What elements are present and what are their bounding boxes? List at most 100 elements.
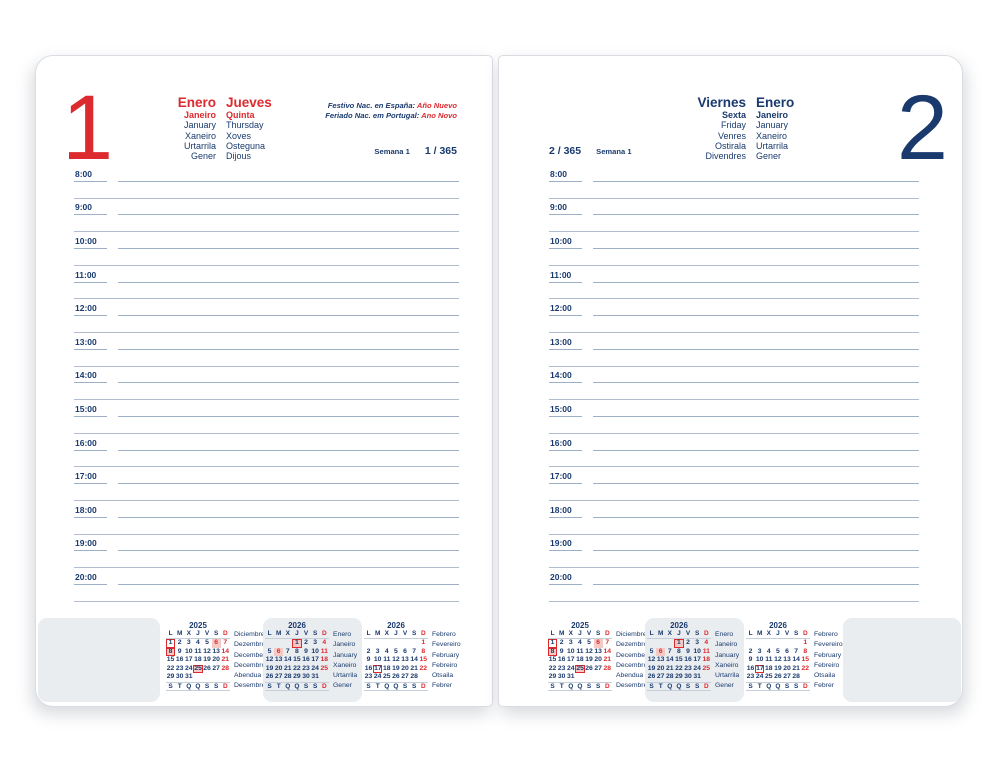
hour-block: 15:00 (549, 400, 919, 434)
month-name-list: Diciembre Dezembro December Decembro Abendua… (616, 621, 647, 702)
calendar-day: 8 (803, 647, 808, 655)
month-name: Fevereiro (814, 641, 843, 649)
calendar-day: 6 (785, 647, 789, 655)
month-name: Otsaila (432, 672, 454, 680)
name-row: Osteguna (226, 140, 266, 151)
hour-block: 11:00 (74, 266, 459, 300)
weekday-letter: M (558, 630, 565, 637)
calendar-day: 17 (185, 656, 193, 664)
weekday-letter-pt: S (168, 682, 173, 690)
name-row: Janeiro (183, 110, 216, 120)
notes-panel (843, 618, 961, 702)
calendar-year: 2025 (571, 621, 589, 630)
calendar-day: 21 (666, 664, 674, 672)
hour-label: 15:00 (74, 404, 107, 417)
calendar-day: 11 (383, 656, 391, 664)
calendar-day: 19 (265, 664, 274, 672)
hour-block: 14:00 (74, 367, 459, 401)
weekday-letter: X (384, 630, 389, 637)
weekday-letter-pt: S (402, 682, 408, 690)
weekday-letter: L (649, 630, 654, 637)
name-row: January (756, 120, 789, 131)
calendar-day: 26 (203, 664, 211, 672)
calendar-day: 25 (193, 664, 203, 674)
weekday-letter: S (596, 630, 601, 637)
weekday-letter-pt: S (586, 682, 592, 690)
calendar-day: 31 (567, 673, 575, 681)
half-hour-line (549, 484, 919, 501)
weekday-letter: S (794, 630, 799, 637)
calendar-day: 19 (647, 664, 656, 672)
weekday-letter: L (168, 630, 173, 637)
half-hour-line (74, 518, 459, 535)
weekday-letter-pt: T (276, 682, 281, 690)
calendar-day (212, 673, 221, 682)
calendar-day: 21 (221, 656, 230, 664)
hour-label: 17:00 (74, 471, 107, 485)
calendar-day: 19 (585, 656, 593, 664)
calendar-day: 10 (755, 656, 764, 664)
weekday-letter: X (186, 630, 191, 637)
month-name-list: Diciembre Dezembro December Decembro Abendua… (234, 621, 265, 702)
weekday-letter-pt: S (649, 682, 654, 690)
calendar-day (274, 639, 283, 648)
calendar-day: 6 (403, 647, 407, 655)
calendar-day: 17 (311, 656, 319, 664)
month-name: Desembre (234, 682, 266, 690)
weekday-letter: X (568, 630, 573, 637)
month-name: December (234, 651, 266, 659)
calendar-day: 9 (304, 647, 308, 655)
writing-line (593, 516, 919, 518)
calendar-day: 11 (702, 647, 710, 655)
name-row: Venres (717, 130, 746, 141)
calendar-day: 27 (212, 664, 220, 672)
calendar-day (783, 639, 792, 648)
month-name: Xaneiro (333, 661, 357, 669)
writing-line (118, 348, 459, 350)
calendar-year: 2026 (670, 621, 688, 630)
holiday-notes: Festivo Nac. en España: Año Nuevo Feriad… (325, 101, 457, 121)
calendar-day: 30 (684, 673, 692, 681)
calendar-day: 20 (656, 664, 665, 672)
weekday-letter: V (402, 630, 408, 637)
calendar-day: 22 (548, 664, 557, 672)
calendar-day: 31 (185, 673, 193, 681)
name-row: Janeiro (756, 110, 789, 120)
weekday-letter: D (420, 630, 426, 637)
calendar-day: 22 (419, 664, 428, 672)
holiday-label: Feriado Nac. em Portugal: (325, 111, 422, 120)
calendar-day: 29 (293, 673, 301, 681)
weekday-letter-pt: Q (568, 682, 574, 690)
month-name-list: Febrero Fevereiro February Febreiro Otsaila F… (814, 621, 843, 702)
calendar-day: 10 (693, 647, 701, 655)
mini-calendar: 2026 L M X J V S D 1 2 3 4 5 6 7 8 9 10 11 12 13 14 15 16 17 18 19… (744, 618, 843, 702)
month-name: Decembro (234, 661, 266, 669)
weekday-letter-pt: Q (384, 682, 390, 690)
name-row: Friday (720, 120, 746, 131)
calendar-day: 1 (292, 639, 302, 648)
weekday-letter-pt: S (685, 682, 691, 690)
day-of-year: 2 / 365 (549, 145, 582, 157)
weekday-letter-pt: S (204, 682, 210, 690)
calendar-day (603, 673, 612, 682)
month-name: Otsaila (814, 672, 836, 680)
calendar-day: 9 (559, 647, 564, 655)
calendar-day: 28 (284, 673, 292, 681)
month-name: February (814, 651, 842, 659)
calendar-day: 30 (557, 673, 566, 681)
calendar-day: 5 (649, 647, 654, 655)
hour-label: 18:00 (549, 505, 582, 518)
calendar-day: 13 (274, 656, 283, 664)
writing-line (593, 415, 919, 417)
name-row: Urtarrila (183, 140, 216, 151)
time-grid-right: 8:00 9:00 10:00 11:00 12:00 13:00 14:00 15:00 16… (549, 165, 919, 602)
month-name: Enero (333, 631, 352, 638)
weekday-letter-pt: Q (393, 682, 399, 690)
calendar-day (391, 639, 400, 648)
weekday-letter-pt: Q (186, 682, 192, 690)
calendar-day: 21 (603, 656, 612, 664)
calendar-day: 7 (667, 647, 672, 655)
calendar-day: 21 (410, 664, 418, 672)
half-hour-line (549, 316, 919, 333)
